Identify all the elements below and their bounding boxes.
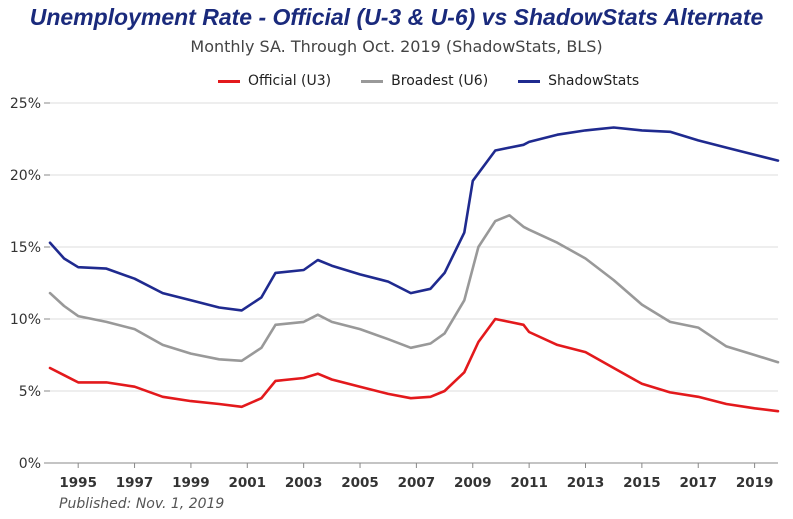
legend-item-shadowstats: ShadowStats (518, 73, 639, 89)
y-tick-label: 15% (10, 240, 41, 256)
legend-item-u3: Official (U3) (218, 73, 331, 89)
legend-swatch-shadowstats (518, 79, 541, 83)
grid-layer (50, 102, 778, 392)
y-tick-label: 5% (19, 384, 41, 400)
x-tick-label: 2001 (229, 475, 267, 491)
legend-label-shadowstats: ShadowStats (548, 73, 640, 89)
legend-swatch-u6 (361, 79, 384, 83)
x-tick-label: 2015 (623, 475, 661, 491)
series-line-0 (48, 317, 780, 413)
x-axis: 1995 1997 1999 2001 2003 2005 2007 2009 2011 2013… (50, 462, 778, 491)
x-tick-label: 2003 (285, 475, 323, 491)
chart-title: Unemployment Rate - Official (U-3 & U-6)… (29, 4, 764, 30)
x-tick-label: 1997 (116, 475, 154, 491)
x-tick-label: 1999 (172, 475, 210, 491)
published-note: Published: Nov. 1, 2019 (59, 496, 225, 512)
x-tick-label: 2013 (567, 475, 605, 491)
series-layer (48, 126, 780, 413)
x-tick-label: 2017 (679, 475, 717, 491)
legend-label-u3: Official (U3) (248, 73, 332, 89)
legend-item-u6: Broadest (U6) (361, 73, 488, 89)
legend: Official (U3) Broadest (U6) ShadowStats (218, 71, 669, 91)
y-tick-label: 0% (19, 456, 41, 472)
x-tick-label: 2007 (398, 475, 436, 491)
y-tick-label: 25% (10, 96, 41, 112)
x-tick-label: 2019 (736, 475, 774, 491)
y-tick-label: 20% (10, 168, 41, 184)
y-axis: 0% 5% 10% 15% 20% 25% (10, 96, 50, 472)
legend-swatch-u3 (218, 79, 240, 83)
x-tick-label: 2009 (454, 475, 492, 491)
x-tick-label: 2005 (341, 475, 379, 491)
chart-subtitle: Monthly SA. Through Oct. 2019 (ShadowSta… (190, 37, 603, 56)
x-tick-label: 1995 (59, 475, 97, 491)
legend-label-u6: Broadest (U6) (391, 73, 489, 89)
series-line-1 (48, 214, 780, 364)
series-line-2 (48, 126, 780, 312)
x-tick-label: 2011 (510, 475, 548, 491)
y-tick-label: 10% (10, 312, 41, 328)
